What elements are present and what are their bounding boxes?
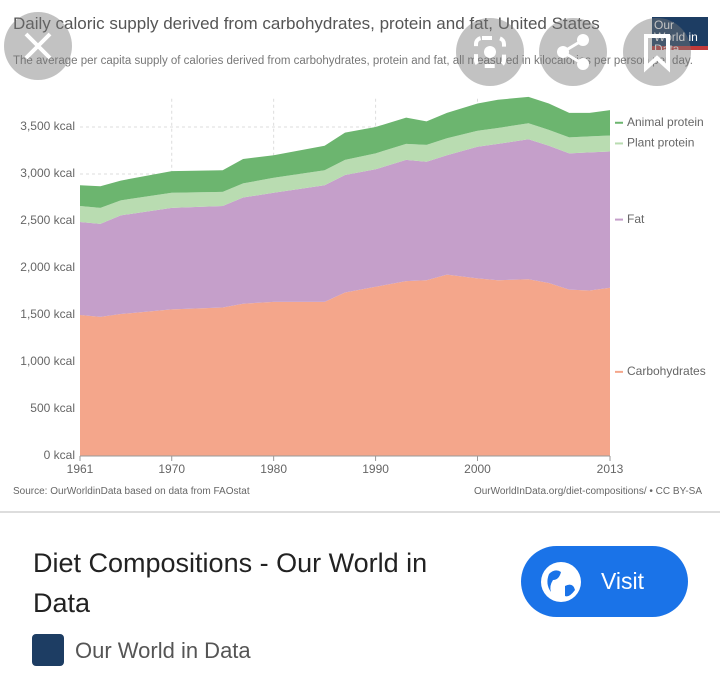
y-tick-label: 1,000 kcal: [20, 354, 75, 368]
area: [80, 96, 610, 208]
credit: OurWorldInData.org/diet-compositions/ • …: [473, 486, 702, 497]
y-tick-label: 3,500 kcal: [20, 119, 75, 133]
y-tick-label: 1,500 kcal: [20, 307, 75, 321]
image-actions: [4, 12, 691, 86]
area: [80, 139, 610, 317]
x-tick-label: 2013: [597, 462, 624, 476]
legend-label: Carbohydrates: [627, 364, 706, 378]
chart-subtitle: The average per capita supply of calorie…: [13, 55, 693, 67]
area: [80, 274, 610, 456]
globe-icon: [541, 562, 581, 602]
x-tick-label: 1970: [158, 462, 185, 476]
y-tick-label: 2,000 kcal: [20, 260, 75, 274]
area: [80, 123, 610, 224]
y-tick-label: 0 kcal: [44, 448, 75, 462]
x-tick-label: 1980: [260, 462, 287, 476]
site-name: Our World in Data: [75, 638, 251, 663]
legend-label: Animal protein: [627, 115, 704, 129]
site-logo: [32, 634, 64, 666]
divider: [0, 511, 720, 513]
visit-button[interactable]: Visit: [521, 546, 688, 617]
share-button[interactable]: [539, 18, 607, 86]
logo: Our World in Data: [652, 17, 708, 55]
legend-label: Fat: [627, 212, 645, 226]
card-title[interactable]: Diet Compositions - Our World in Data: [33, 548, 428, 618]
close-button[interactable]: [4, 12, 72, 80]
legend-label: Plant protein: [627, 136, 694, 150]
lens-button[interactable]: [456, 18, 524, 86]
save-button[interactable]: [623, 18, 691, 86]
visit-label[interactable]: Visit: [601, 568, 645, 594]
y-tick-label: 3,000 kcal: [20, 166, 75, 180]
x-tick-label: 2000: [464, 462, 491, 476]
source: Source: OurWorldinData based on data fro…: [13, 486, 250, 497]
x-tick-label: 1961: [67, 462, 94, 476]
y-tick-label: 500 kcal: [30, 401, 75, 415]
chart-title: Daily caloric supply derived from carboh…: [13, 14, 600, 33]
y-tick-label: 2,500 kcal: [20, 213, 75, 227]
x-tick-label: 1990: [362, 462, 389, 476]
chart: 0 kcal 500 kcal 1,000 kcal 1,500 kcal 2,000 …: [20, 96, 706, 476]
